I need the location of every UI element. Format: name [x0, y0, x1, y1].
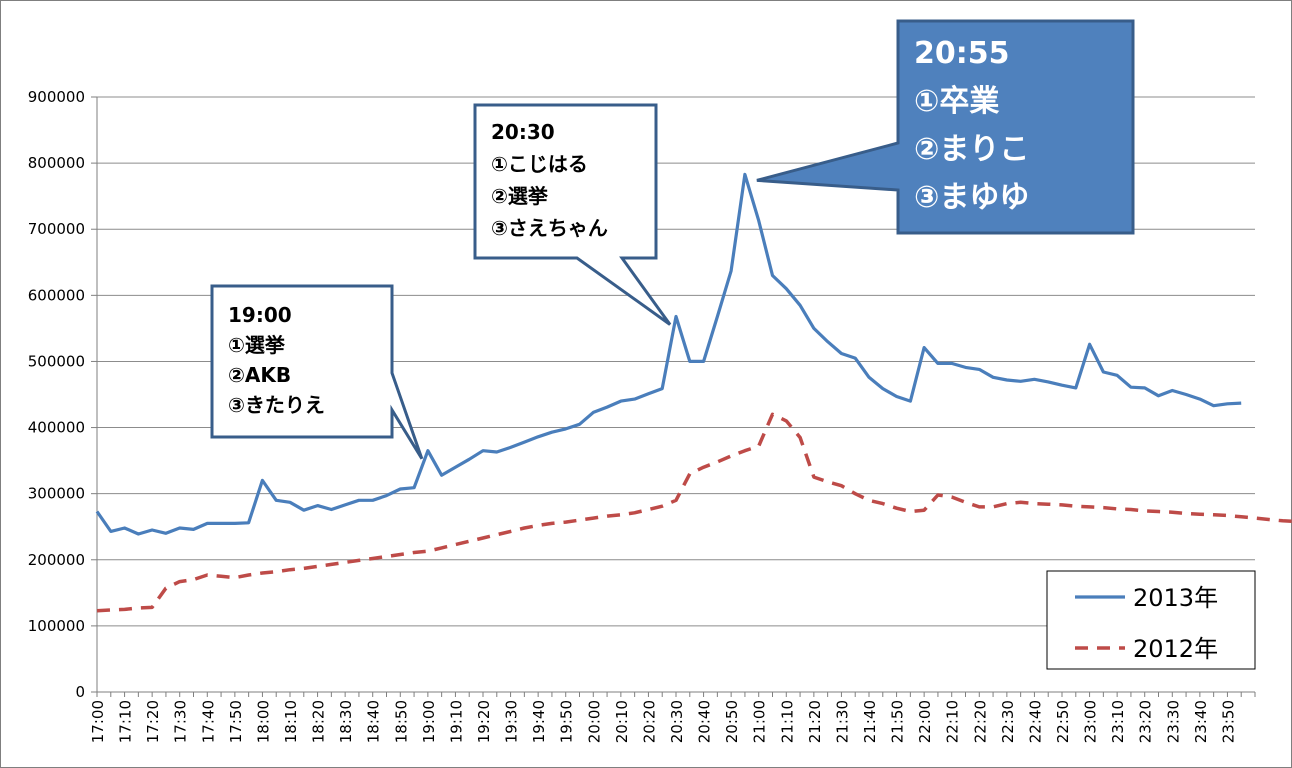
x-tick-label: 20:20: [640, 700, 658, 743]
x-tick-label: 23:50: [1219, 700, 1237, 743]
x-tick-label: 19:00: [420, 700, 438, 743]
x-tick-label: 18:20: [310, 700, 328, 743]
y-tick-label: 900000: [28, 88, 85, 106]
x-tick-label: 22:20: [971, 700, 989, 743]
y-tick-label: 500000: [28, 352, 85, 370]
x-tick-label: 17:40: [199, 700, 217, 743]
callout-line: ②AKB: [228, 363, 291, 387]
x-tick-label: 21:10: [778, 700, 796, 743]
x-tick-label: 23:20: [1137, 700, 1155, 743]
callout-line: 20:30: [491, 120, 555, 144]
y-tick-label: 800000: [28, 154, 85, 172]
legend: 2013年 2012年: [1046, 570, 1256, 670]
x-tick-label: 17:20: [144, 700, 162, 743]
x-tick-label: 22:00: [916, 700, 934, 743]
callout-2030: 20:30 ①こじはる ②選挙 ③さえちゃん: [473, 103, 672, 326]
x-tick-label: 19:10: [447, 700, 465, 743]
callout-line: ①こじはる: [491, 152, 588, 176]
x-tick-label: 19:30: [503, 700, 521, 743]
x-tick-label: 23:10: [1109, 700, 1127, 743]
x-tick-label: 17:00: [89, 700, 107, 743]
y-tick-label: 200000: [28, 551, 85, 569]
x-tick-label: 18:00: [254, 700, 272, 743]
callout-line: ②まりこ: [914, 132, 1029, 167]
x-tick-label: 17:30: [172, 700, 190, 743]
series-lines: [95, 172, 1292, 613]
x-tick-label: 21:30: [833, 700, 851, 743]
series-line-2013: [95, 172, 1242, 536]
callout-line: 20:55: [914, 36, 1010, 71]
x-tick-label: 21:40: [861, 700, 879, 743]
callout-line: ②選挙: [491, 184, 549, 208]
legend-label-2012: 2012年: [1133, 635, 1218, 663]
x-tick-label: 19:20: [475, 700, 493, 743]
x-tick-label: 19:40: [530, 700, 548, 743]
callout-line: ③さえちゃん: [491, 216, 608, 240]
y-tick-label: 300000: [28, 485, 85, 503]
x-tick-label: 18:40: [365, 700, 383, 743]
x-tick-label: 22:40: [1026, 700, 1044, 743]
x-tick-label: 21:50: [889, 700, 907, 743]
x-tick-label: 18:30: [337, 700, 355, 743]
x-tick-label: 20:50: [723, 700, 741, 743]
x-tick-label: 19:50: [558, 700, 576, 743]
x-tick-label: 23:40: [1192, 700, 1210, 743]
x-tick-label: 20:30: [668, 700, 686, 743]
y-tick-label: 400000: [28, 419, 85, 437]
x-tick-label: 23:30: [1164, 700, 1182, 743]
callout-line: ③きたりえ: [228, 393, 325, 417]
x-tick-label: 20:10: [613, 700, 631, 743]
callout-line: ①選挙: [228, 333, 286, 357]
x-tick-label: 18:10: [282, 700, 300, 743]
x-tick-label: 18:50: [392, 700, 410, 743]
callout-shape: [756, 19, 1135, 235]
x-tick-label: 17:50: [227, 700, 245, 743]
legend-box: [1046, 570, 1256, 670]
x-tick-label: 20:00: [585, 700, 603, 743]
callout-line: 19:00: [228, 303, 292, 327]
x-tick-label: 22:10: [944, 700, 962, 743]
axes: 0 100000 200000 300000 400000 500000 600000 700…: [28, 88, 1256, 743]
legend-label-2013: 2013年: [1133, 584, 1218, 612]
x-tick-label: 22:30: [999, 700, 1017, 743]
x-tick-label: 20:40: [696, 700, 714, 743]
annotations: 19:00 ①選挙 ②AKB ③きたりえ 20:30 ①こじはる ②選挙 ③さえちゃん 20:5…: [210, 19, 1135, 460]
x-tick-label: 17:10: [117, 700, 135, 743]
y-tick-label: 0: [75, 683, 85, 701]
callout-2055: 20:55 ①卒業 ②まりこ ③まゆゆ: [756, 19, 1135, 235]
x-tick-label: 21:20: [806, 700, 824, 743]
y-tick-label: 600000: [28, 286, 85, 304]
callout-line: ③まゆゆ: [914, 180, 1029, 215]
x-tick-label: 21:00: [751, 700, 769, 743]
y-tick-label: 700000: [28, 220, 85, 238]
y-tick-label: 100000: [28, 617, 85, 635]
callout-1900: 19:00 ①選挙 ②AKB ③きたりえ: [210, 284, 424, 460]
x-tick-label: 23:00: [1082, 700, 1100, 743]
callout-shape: [210, 284, 424, 460]
x-tick-label: 22:50: [1054, 700, 1072, 743]
callout-shape: [473, 103, 672, 326]
callout-line: ①卒業: [914, 84, 999, 119]
